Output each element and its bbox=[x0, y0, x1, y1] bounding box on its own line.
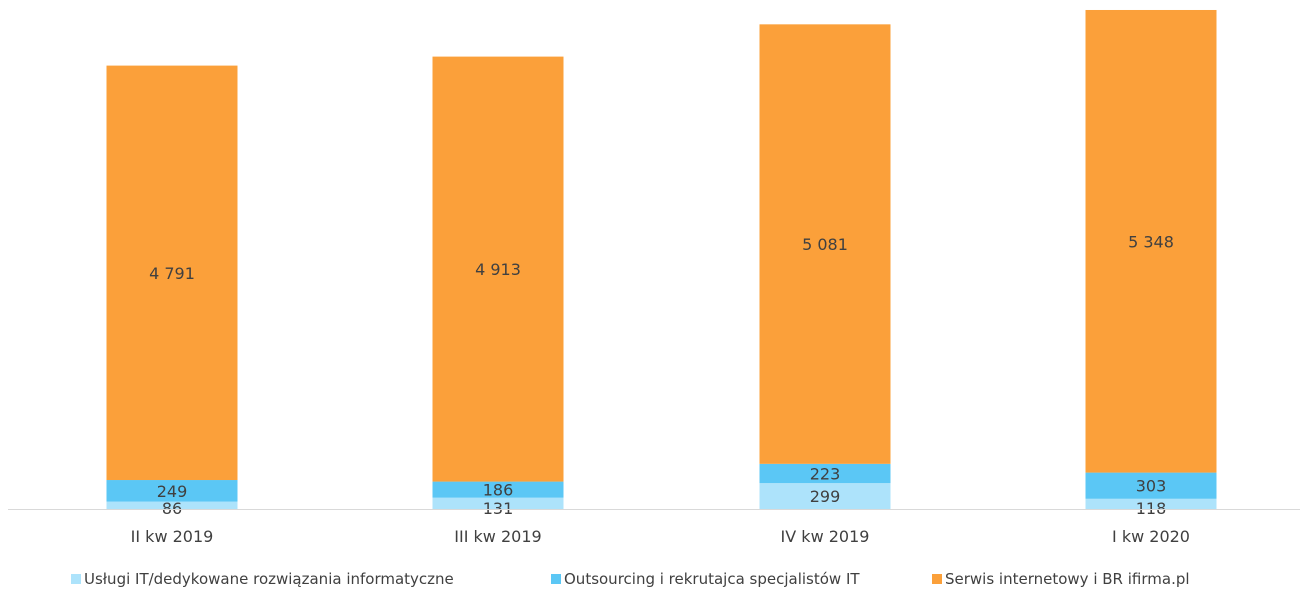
x-tick-label-2: III kw 2019 bbox=[454, 527, 541, 546]
data-label-3-3: 5 081 bbox=[802, 235, 848, 254]
legend-swatch-1 bbox=[71, 574, 81, 584]
x-tick-label-1: II kw 2019 bbox=[131, 527, 214, 546]
data-label-1-1: 86 bbox=[162, 499, 182, 518]
legend-item-1: Usługi IT/dedykowane rozwiązania informa… bbox=[71, 570, 454, 588]
data-label-2-4: 303 bbox=[1136, 477, 1167, 496]
data-label-1-2: 131 bbox=[483, 499, 514, 518]
x-tick-labels-layer: II kw 2019 III kw 2019 IV kw 2019 I kw 2020 bbox=[131, 527, 1190, 546]
data-label-3-2: 4 913 bbox=[475, 260, 521, 279]
legend: Usługi IT/dedykowane rozwiązania informa… bbox=[71, 570, 1190, 588]
x-tick-label-3: IV kw 2019 bbox=[781, 527, 870, 546]
data-label-3-1: 4 791 bbox=[149, 264, 195, 283]
legend-label-3: Serwis internetowy i BR ifirma.pl bbox=[945, 570, 1190, 588]
legend-swatch-2 bbox=[551, 574, 561, 584]
legend-item-2: Outsourcing i rekrutajca specjalistów IT bbox=[551, 570, 860, 588]
data-label-3-4: 5 348 bbox=[1128, 232, 1174, 251]
data-label-2-1: 249 bbox=[157, 482, 188, 501]
legend-label-1: Usługi IT/dedykowane rozwiązania informa… bbox=[84, 570, 454, 588]
bars-layer bbox=[107, 10, 1217, 509]
data-label-1-3: 299 bbox=[810, 487, 841, 506]
legend-item-3: Serwis internetowy i BR ifirma.pl bbox=[932, 570, 1190, 588]
legend-swatch-3 bbox=[932, 574, 942, 584]
legend-label-2: Outsourcing i rekrutajca specjalistów IT bbox=[564, 570, 860, 588]
data-label-1-4: 118 bbox=[1136, 499, 1167, 518]
data-label-2-2: 186 bbox=[483, 481, 514, 500]
data-label-2-3: 223 bbox=[810, 464, 841, 483]
x-tick-label-4: I kw 2020 bbox=[1112, 527, 1190, 546]
